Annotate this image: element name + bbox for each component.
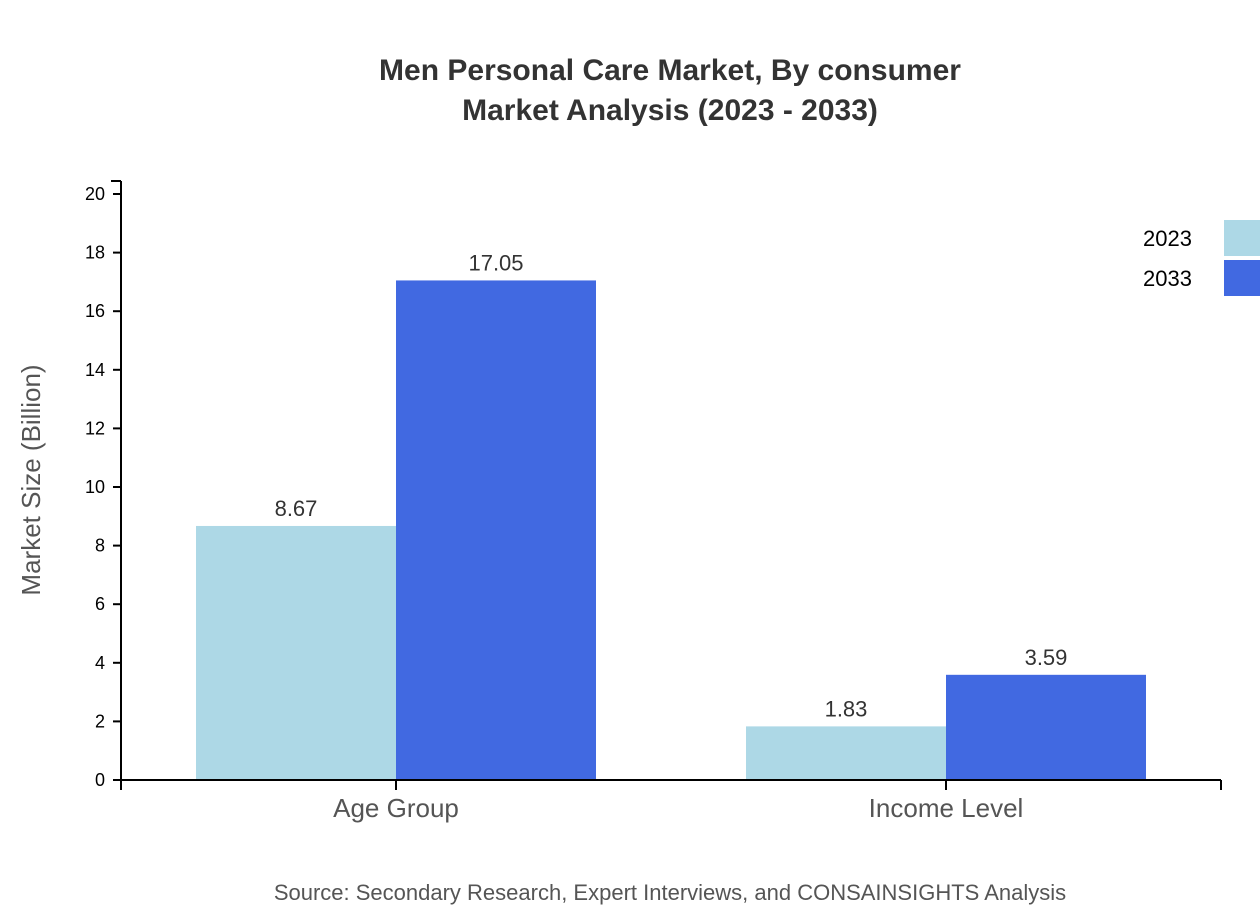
y-tick-label: 12	[85, 418, 105, 438]
legend-swatch-2023	[1224, 220, 1260, 256]
data-label: 17.05	[468, 250, 523, 275]
y-tick-label: 0	[95, 770, 105, 790]
y-tick-label: 16	[85, 301, 105, 321]
data-label: 8.67	[275, 496, 318, 521]
y-tick-label: 14	[85, 360, 105, 380]
legend-label-2033: 2033	[1143, 266, 1192, 291]
y-tick-label: 20	[85, 184, 105, 204]
legend-swatch-2033	[1224, 260, 1260, 296]
y-tick-label: 4	[95, 653, 105, 673]
data-label: 3.59	[1025, 645, 1068, 670]
bar-2033-income-level	[946, 674, 1146, 780]
data-label: 1.83	[825, 696, 868, 721]
chart-title-line-2: Market Analysis (2023 - 2033)	[462, 94, 878, 127]
chart-title-line-1: Men Personal Care Market, By consumer	[379, 54, 961, 87]
y-tick-label: 18	[85, 243, 105, 263]
y-tick-label: 2	[95, 711, 105, 731]
bar-2023-income-level	[746, 726, 946, 780]
source-note: Source: Secondary Research, Expert Inter…	[274, 880, 1066, 905]
x-tick-label: Income Level	[869, 793, 1024, 823]
y-tick-label: 6	[95, 594, 105, 614]
legend-label-2023: 2023	[1143, 226, 1192, 251]
bar-2033-age-group	[396, 280, 596, 780]
bar-2023-age-group	[196, 525, 396, 780]
y-tick-label: 10	[85, 477, 105, 497]
x-tick-label: Age Group	[333, 793, 459, 823]
y-tick-label: 8	[95, 536, 105, 556]
y-axis-label: Market Size (Billion)	[16, 364, 46, 595]
